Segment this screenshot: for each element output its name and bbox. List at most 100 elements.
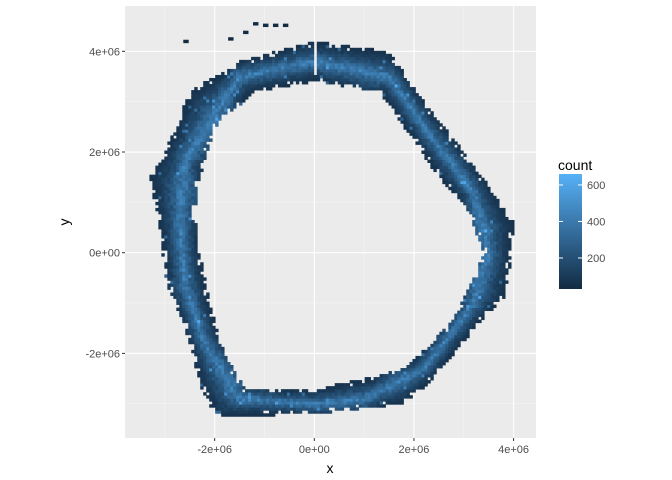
heatmap-bin — [469, 189, 473, 194]
heatmap-bin — [445, 153, 449, 157]
heatmap-bin — [212, 96, 216, 100]
heatmap-bin — [161, 247, 165, 251]
heatmap-bin — [472, 223, 476, 227]
heatmap-bin — [155, 186, 159, 191]
heatmap-bin — [173, 232, 177, 236]
heatmap-bin — [161, 192, 165, 197]
heatmap-bin — [218, 87, 222, 91]
heatmap-bin — [421, 99, 425, 103]
heatmap-bin — [233, 93, 237, 97]
heatmap-bin — [376, 81, 380, 85]
heatmap-bin — [478, 262, 482, 266]
heatmap-bin — [502, 256, 506, 260]
heatmap-bin — [182, 171, 186, 176]
heatmap-bin — [499, 244, 503, 248]
heatmap-bin — [370, 392, 374, 396]
heatmap-bin — [191, 147, 195, 151]
heatmap-bin — [245, 410, 249, 414]
heatmap-bin — [352, 81, 357, 85]
heatmap-bin — [331, 401, 336, 405]
heatmap-bin — [307, 53, 312, 58]
heatmap-bin — [319, 407, 324, 411]
heatmap-bin — [304, 44, 309, 49]
heatmap-bin — [182, 213, 186, 218]
heatmap-bin — [427, 349, 431, 354]
heatmap-bin — [478, 271, 482, 275]
heatmap-bin — [319, 44, 324, 49]
heatmap-bin — [370, 389, 374, 393]
heatmap-bin — [298, 398, 303, 402]
heatmap-bin — [448, 328, 452, 333]
heatmap-bin — [167, 192, 171, 197]
heatmap-bin — [481, 223, 485, 227]
heatmap-bin — [337, 62, 342, 67]
heatmap-bin — [430, 162, 434, 167]
heatmap-bin — [277, 392, 282, 396]
heatmap-bin — [451, 349, 455, 354]
heatmap-bin — [349, 78, 354, 82]
heatmap-bin — [176, 232, 180, 236]
heatmap-bin — [343, 389, 348, 393]
heatmap-bin — [427, 153, 431, 157]
heatmap-bin — [268, 413, 273, 417]
heatmap-bin — [325, 62, 330, 67]
heatmap-bin — [322, 53, 327, 58]
heatmap-bin — [376, 59, 380, 64]
heatmap-bin — [260, 389, 264, 393]
heatmap-bin — [427, 368, 431, 372]
heatmap-bin — [364, 383, 369, 387]
heatmap-bin — [179, 180, 183, 185]
heatmap-bin — [451, 189, 455, 194]
heatmap-bin — [454, 156, 458, 160]
heatmap-bin — [194, 325, 198, 330]
heatmap-bin — [206, 144, 210, 148]
heatmap-bin — [194, 340, 198, 345]
heatmap-bin — [170, 186, 174, 191]
heatmap-bin — [236, 407, 240, 411]
heatmap-bin — [502, 289, 506, 293]
heatmap-bin — [442, 126, 446, 130]
heatmap-bin — [182, 111, 186, 115]
heatmap-bin — [194, 195, 198, 200]
heatmap-bin — [209, 404, 213, 408]
heatmap-bin — [382, 93, 386, 97]
heatmap-bin — [179, 289, 183, 293]
heatmap-bin — [164, 162, 168, 167]
heatmap-bin — [283, 65, 288, 70]
heatmap-bin — [391, 68, 395, 73]
heatmap-bin — [182, 316, 186, 321]
heatmap-bin — [430, 364, 434, 369]
heatmap-bin — [421, 355, 425, 360]
heatmap-bin — [182, 259, 186, 263]
heatmap-bin — [164, 247, 168, 251]
heatmap-bin — [173, 262, 177, 266]
heatmap-bin — [194, 159, 198, 163]
heatmap-bin — [185, 168, 189, 173]
heatmap-bin — [227, 68, 231, 73]
heatmap-bin — [191, 316, 195, 321]
heatmap-bin — [212, 93, 216, 97]
heatmap-bin — [337, 389, 342, 393]
heatmap-bin — [167, 174, 171, 179]
heatmap-bin — [260, 74, 264, 79]
heatmap-bin — [239, 407, 243, 411]
heatmap-bin — [179, 219, 183, 224]
heatmap-bin — [403, 386, 407, 390]
heatmap-bin — [203, 380, 207, 384]
heatmap-bin — [400, 117, 404, 121]
heatmap-bin — [236, 404, 240, 408]
heatmap-bin — [454, 325, 458, 330]
heatmap-bin — [349, 62, 354, 67]
heatmap-bin — [194, 256, 198, 260]
heatmap-bin — [254, 65, 258, 70]
heatmap-bin — [179, 244, 183, 248]
heatmap-bin — [209, 310, 213, 315]
heatmap-bin — [268, 84, 273, 88]
heatmap-bin — [430, 120, 434, 124]
heatmap-bin — [212, 120, 216, 124]
heatmap-bin — [442, 144, 446, 148]
heatmap-bin — [331, 389, 336, 393]
heatmap-bin — [481, 286, 485, 290]
heatmap-bin — [502, 238, 506, 242]
heatmap-bin — [194, 105, 198, 109]
